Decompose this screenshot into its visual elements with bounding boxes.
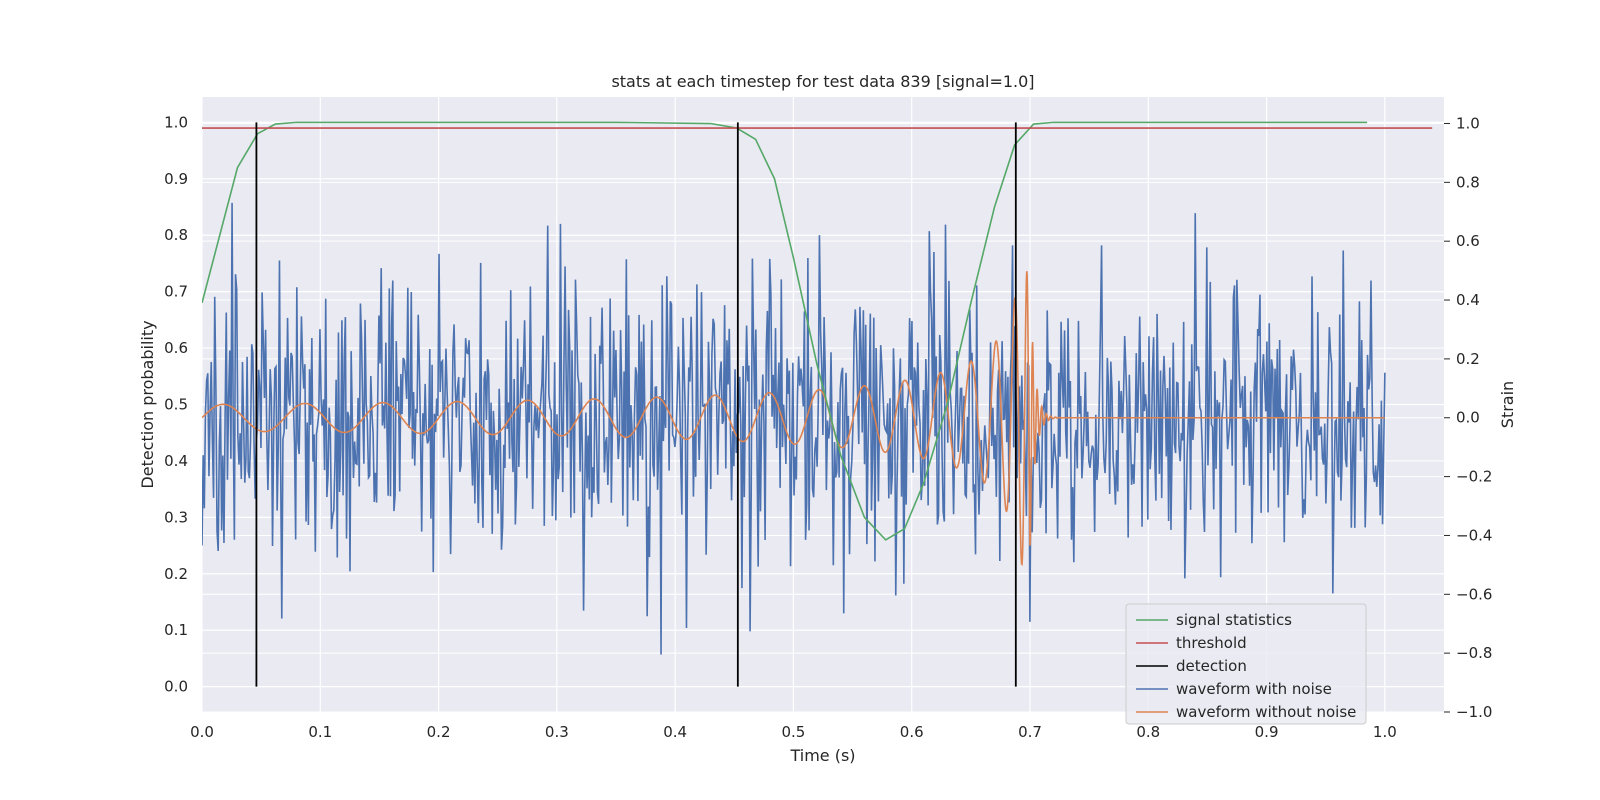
x-tick-label: 0.3 <box>545 723 569 741</box>
x-axis-title: Time (s) <box>789 746 855 765</box>
y2-tick-label: −0.4 <box>1456 526 1492 544</box>
y-tick-label: 0.1 <box>164 621 188 639</box>
y2-tick-label: −0.6 <box>1456 585 1492 603</box>
x-tick-label: 0.7 <box>1018 723 1042 741</box>
y2-tick-label: 0.6 <box>1456 232 1480 250</box>
legend-label-waveform-without-noise: waveform without noise <box>1176 703 1356 721</box>
y-tick-label: 0.9 <box>164 170 188 188</box>
y2-tick-label: 0.4 <box>1456 291 1480 309</box>
x-tick-label: 0.5 <box>781 723 805 741</box>
y2-tick-label: 0.0 <box>1456 409 1480 427</box>
y2-tick-label: −1.0 <box>1456 703 1492 721</box>
y-tick-label: 0.4 <box>164 452 188 470</box>
x-tick-label: 0.6 <box>900 723 924 741</box>
axes-layer: 0.0 0.1 0.2 0.3 0.4 0.5 0.6 0.7 0.8 0.9 1.0 0.0 0.1 0… <box>164 113 1492 741</box>
y-tick-label: 0.8 <box>164 226 188 244</box>
y2-tick-label: −0.8 <box>1456 644 1492 662</box>
y2-tick-label: 0.8 <box>1456 173 1480 191</box>
legend: signal statistics threshold detection wa… <box>1125 603 1367 725</box>
series-waveform-with-noise <box>202 202 1386 655</box>
y-tick-label: 0.5 <box>164 396 188 414</box>
x-tick-label: 0.0 <box>190 723 214 741</box>
x-tick-label: 0.1 <box>308 723 332 741</box>
y-tick-label: 1.0 <box>164 113 188 131</box>
legend-label-waveform-with-noise: waveform with noise <box>1176 680 1332 698</box>
legend-box <box>1125 603 1367 725</box>
series-signal-statistics <box>202 121 1368 541</box>
y-tick-label: 0.2 <box>164 565 188 583</box>
x-tick-label: 1.0 <box>1373 723 1397 741</box>
series-layer <box>202 121 1433 687</box>
y2-tick-label: 0.2 <box>1456 350 1480 368</box>
y-tick-label: 0.6 <box>164 339 188 357</box>
y-axis-title: Detection probability <box>138 320 157 488</box>
chart-title: stats at each timestep for test data 839… <box>611 72 1034 91</box>
x-tick-label: 0.9 <box>1255 723 1279 741</box>
y-tick-label: 0.7 <box>164 283 188 301</box>
y-tick-label: 0.3 <box>164 508 188 526</box>
x-tick-label: 0.8 <box>1136 723 1160 741</box>
x-tick-label: 0.4 <box>663 723 687 741</box>
y2-axis-title: Strain <box>1498 381 1517 428</box>
legend-label-signal-statistics: signal statistics <box>1176 611 1292 629</box>
legend-label-threshold: threshold <box>1176 634 1247 652</box>
series-waveform-without-noise <box>202 271 1385 567</box>
x-tick-label: 0.2 <box>427 723 451 741</box>
legend-label-detection: detection <box>1176 657 1247 675</box>
y2-tick-label: −0.2 <box>1456 468 1492 486</box>
y2-tick-label: 1.0 <box>1456 114 1480 132</box>
y-tick-label: 0.0 <box>164 678 188 696</box>
